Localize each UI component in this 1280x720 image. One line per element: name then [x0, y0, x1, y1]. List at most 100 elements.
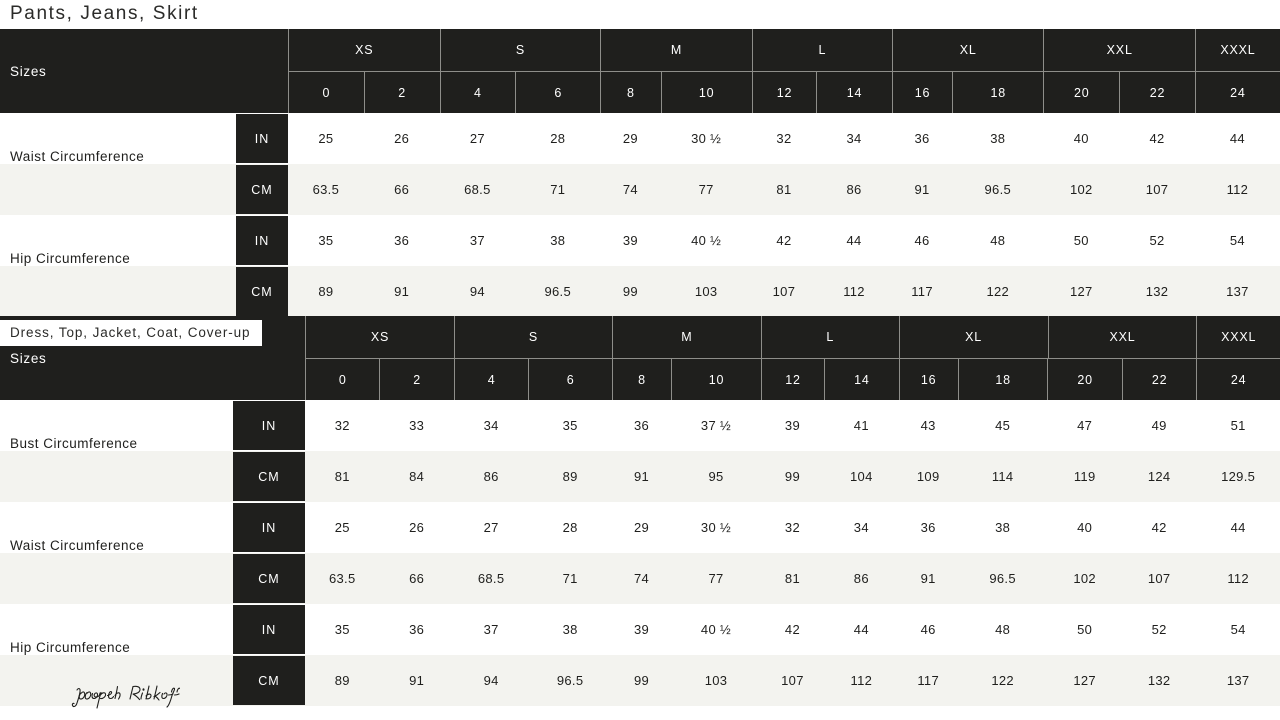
numeric-size-cell-0[interactable]: 0 — [288, 71, 364, 113]
measurement-value: 117 — [917, 673, 939, 688]
size-group-cell-xl[interactable]: XL — [891, 29, 1044, 71]
measurement-value: 89 — [562, 469, 578, 484]
measurement-value: 99 — [622, 284, 638, 299]
measurement-value: 96.5 — [556, 673, 584, 688]
measurement-value: 32 — [776, 131, 792, 146]
unit-cell-cm: CM — [236, 267, 288, 316]
numeric-size-cell-4[interactable]: 4 — [453, 358, 529, 400]
measurement-value: 86 — [846, 182, 862, 197]
measurement-value: 137 — [1226, 284, 1249, 299]
table-row: Waist Circumference IN 25 26 27 28 29 30 ½ 32 34 3… — [0, 502, 1280, 553]
measurement-value: 112 — [850, 673, 873, 688]
numeric-size-cell-22[interactable]: 22 — [1121, 358, 1197, 400]
table-2-title: Dress, Top, Jacket, Coat, Cover-up — [10, 325, 251, 340]
measurement-value: 107 — [1147, 571, 1171, 586]
measurement-value: 47 — [1077, 418, 1093, 433]
numeric-size-cell-0[interactable]: 0 — [305, 358, 380, 400]
measurement-value: 39 — [622, 233, 638, 248]
measurement-value: 44 — [853, 622, 869, 637]
measurement-value: 39 — [784, 418, 800, 433]
measurement-value: 42 — [1151, 520, 1167, 535]
table-1-grid: Sizes XS S M L XL XXL XXXL 0 2 4 6 8 10 12 14 16 18 20 22 24… — [0, 29, 1280, 317]
measurement-value: 104 — [850, 469, 873, 484]
table-row: CM 63.5 66 68.5 71 74 77 81 86 91 96.5 102 107 112 — [0, 164, 1280, 215]
measurement-value: 96.5 — [544, 284, 572, 299]
size-group-cell-xl[interactable]: XL — [898, 316, 1048, 358]
numeric-size-cell-10[interactable]: 10 — [660, 71, 752, 113]
sizes-header-label: Sizes — [10, 350, 47, 366]
measurement-value: 40 ½ — [700, 622, 732, 637]
measurement-value: 43 — [920, 418, 936, 433]
table-header: Sizes XS S M L XL XXL XXXL 0 2 4 6 8 10 12 14 16 18 20 22 24 — [0, 29, 1280, 113]
value-cells: 35 36 37 38 39 40 ½ 42 44 46 48 50 52 54 — [288, 215, 1280, 266]
measurement-value: 71 — [562, 571, 578, 586]
size-group-cell-s[interactable]: S — [439, 29, 601, 71]
measurement-value: 45 — [995, 418, 1011, 433]
measurement-value: 52 — [1151, 622, 1167, 637]
numeric-size-cell-2[interactable]: 2 — [363, 71, 440, 113]
numeric-size-cell-18[interactable]: 18 — [957, 358, 1048, 400]
size-header-columns: XS S M L XL XXL XXXL 0 2 4 6 8 10 12 14 16 18 20 22 24 — [305, 316, 1280, 400]
measurement-value: 109 — [916, 469, 940, 484]
numeric-size-cell-2[interactable]: 2 — [379, 358, 454, 400]
measurement-value: 132 — [1145, 284, 1169, 299]
measurement-value: 77 — [698, 182, 714, 197]
table-row: CM 89 91 94 96.5 99 103 107 112 117 122 127 132 137 — [0, 266, 1280, 317]
size-group-cell-xxxl[interactable]: XXXL — [1196, 316, 1280, 358]
table-row: Hip Circumference IN 35 36 37 38 39 40 ½ 42 44 46 4… — [0, 215, 1280, 266]
size-group-cell-m[interactable]: M — [600, 29, 752, 71]
numeric-size-cell-6[interactable]: 6 — [528, 358, 612, 400]
unit-cell-cm: CM — [233, 554, 305, 603]
numeric-size-cell-12[interactable]: 12 — [751, 71, 817, 113]
numeric-size-cell-14[interactable]: 14 — [816, 71, 892, 113]
measurement-value: 103 — [694, 284, 718, 299]
size-group-cell-xxl[interactable]: XXL — [1047, 316, 1197, 358]
size-header-columns: XS S M L XL XXL XXXL 0 2 4 6 8 10 12 14 16 18 20 22 24 — [288, 29, 1280, 113]
value-cells: 25 26 27 28 29 30 ½ 32 34 36 38 40 42 44 — [305, 502, 1280, 553]
size-group-cell-xs[interactable]: XS — [288, 29, 440, 71]
numeric-size-cell-8[interactable]: 8 — [611, 358, 672, 400]
size-group-cell-xxxl[interactable]: XXXL — [1194, 29, 1280, 71]
size-group-cell-xxl[interactable]: XXL — [1043, 29, 1195, 71]
size-group-cell-xs[interactable]: XS — [305, 316, 454, 358]
numeric-size-cell-8[interactable]: 8 — [600, 71, 661, 113]
numeric-size-cell-12[interactable]: 12 — [760, 358, 825, 400]
numeric-size-cell-14[interactable]: 14 — [824, 358, 899, 400]
measurement-value: 107 — [781, 673, 804, 688]
measurement-value: 54 — [1230, 622, 1246, 637]
numeric-size-cell-16[interactable]: 16 — [891, 71, 953, 113]
size-group-cell-m[interactable]: M — [611, 316, 761, 358]
size-group-cell-l[interactable]: L — [760, 316, 899, 358]
numeric-size-cell-4[interactable]: 4 — [439, 71, 516, 113]
measurement-value: 44 — [846, 233, 862, 248]
measurement-value: 40 ½ — [691, 233, 722, 248]
numeric-size-cell-24[interactable]: 24 — [1194, 71, 1280, 113]
measurement-value: 81 — [784, 571, 800, 586]
size-group-cell-l[interactable]: L — [751, 29, 892, 71]
measurement-value: 103 — [704, 673, 728, 688]
numeric-size-cell-18[interactable]: 18 — [952, 71, 1044, 113]
table-row: CM 81 84 86 89 91 95 99 104 109 114 119 124 129.5 — [0, 451, 1280, 502]
measurement-value: 48 — [995, 622, 1011, 637]
numeric-size-cell-22[interactable]: 22 — [1119, 71, 1195, 113]
measurement-value: 36 — [914, 131, 930, 146]
numeric-size-cell-20[interactable]: 20 — [1043, 71, 1120, 113]
measurement-value: 38 — [562, 622, 578, 637]
numeric-size-cell-20[interactable]: 20 — [1047, 358, 1122, 400]
measurement-value: 42 — [776, 233, 792, 248]
measurement-value: 41 — [853, 418, 869, 433]
numeric-size-cell-16[interactable]: 16 — [898, 358, 958, 400]
size-table-dress-top-jacket-coat-coverup: Sizes XS S M L XL XXL XXXL 0 2 4 6 8 10 12 14 16 18 20 22 24… — [0, 316, 1280, 706]
numeric-size-cell-10[interactable]: 10 — [671, 358, 761, 400]
measurement-value: 91 — [920, 571, 936, 586]
numeric-size-cell-24[interactable]: 24 — [1196, 358, 1280, 400]
measurement-value: 68.5 — [477, 571, 505, 586]
measurement-value: 39 — [634, 622, 650, 637]
page-title: Pants, Jeans, Skirt — [10, 2, 199, 24]
unit-cell-in: IN — [233, 605, 305, 654]
measurement-value: 127 — [1073, 673, 1096, 688]
numeric-size-cell-6[interactable]: 6 — [515, 71, 601, 113]
size-group-cell-s[interactable]: S — [453, 316, 612, 358]
measurement-value: 26 — [409, 520, 425, 535]
measurement-value: 50 — [1077, 622, 1093, 637]
